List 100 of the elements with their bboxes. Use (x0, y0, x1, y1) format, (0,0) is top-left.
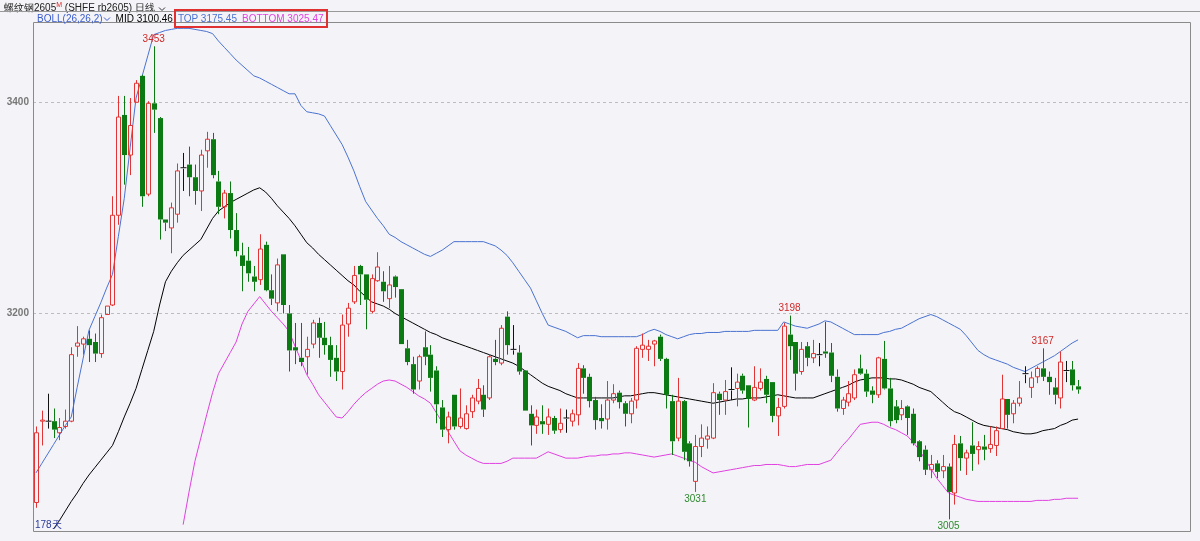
candlestick (505, 310, 510, 356)
candlestick (1063, 360, 1070, 383)
candlestick (1047, 371, 1052, 396)
text: BOTTOM 3025.47 (242, 13, 324, 24)
candlestick (163, 219, 168, 232)
candlestick (670, 394, 675, 456)
candlestick (352, 265, 357, 305)
candlestick (558, 408, 563, 434)
candlestick (1058, 350, 1063, 409)
candlestick (364, 274, 369, 330)
candlestick (305, 336, 310, 376)
candlestick (180, 152, 187, 192)
candlestick (816, 342, 823, 367)
candlestick (193, 164, 198, 206)
candlestick (805, 341, 810, 367)
candlestick (623, 400, 628, 427)
candlestick (199, 149, 204, 212)
candlestick (658, 334, 663, 362)
candlestick (40, 410, 45, 446)
candlestick (234, 212, 239, 257)
candlestick (205, 131, 210, 169)
candlestick (941, 454, 946, 479)
candlestick (52, 408, 57, 439)
candlestick (158, 118, 163, 241)
candlestick (252, 265, 257, 292)
candlestick (958, 435, 963, 472)
candlestick (952, 434, 957, 506)
candlestick (728, 366, 735, 401)
annotation: 3453 (142, 33, 166, 45)
annotation: 3167 (1031, 335, 1055, 347)
annotation: 3005 (937, 520, 961, 532)
candlestick (617, 390, 622, 409)
candlestick (216, 170, 221, 215)
candlestick (387, 265, 392, 309)
candlestick (493, 339, 498, 366)
candlestick (122, 95, 127, 186)
candlestick (947, 462, 952, 520)
candlestick (269, 273, 274, 306)
candlestick (152, 45, 157, 134)
candlestick (835, 368, 840, 413)
candlestick (452, 394, 457, 431)
candlestick (929, 454, 934, 479)
candlestick (1076, 379, 1081, 395)
candlestick (1053, 377, 1058, 405)
candlestick (264, 241, 269, 291)
candlestick (57, 417, 62, 441)
candlestick (358, 265, 363, 306)
candlestick (510, 324, 517, 356)
candlestick (128, 97, 133, 176)
candlestick (1022, 365, 1029, 384)
candlestick (552, 415, 557, 435)
candlestick (228, 180, 233, 239)
candlestick (982, 434, 987, 461)
candlestick (964, 449, 969, 476)
candlestick (970, 421, 975, 472)
candlestick (140, 75, 145, 208)
candlestick (799, 341, 804, 376)
candlestick (211, 132, 216, 179)
candlestick (935, 459, 940, 479)
candlestick (281, 254, 286, 314)
candlestick (1005, 399, 1010, 430)
candlestick (676, 377, 681, 442)
candlestick (34, 425, 39, 509)
annotation: 3198 (778, 302, 802, 314)
series-label: TOP 3175.45 (177, 13, 237, 24)
candlestick (299, 322, 304, 367)
legend-title: BOLL(26,26,2) (37, 13, 103, 24)
candlestick (411, 356, 416, 395)
candlestick (393, 276, 398, 299)
candlestick (1000, 374, 1005, 430)
candlestick (1070, 360, 1075, 392)
candlestick (317, 317, 322, 359)
candlestick (134, 79, 139, 103)
candlestick (405, 339, 410, 366)
y-tick-label: 3400 (6, 96, 30, 108)
text: MID 3100.46 (115, 13, 173, 24)
candlestick (717, 391, 722, 416)
candlestick (529, 404, 534, 446)
candlestick (882, 340, 887, 389)
candlestick (446, 411, 451, 444)
candlestick (723, 379, 728, 416)
candlestick (381, 270, 386, 303)
candlestick (540, 404, 545, 435)
y-tick-label: 3200 (6, 307, 30, 319)
candlestick (976, 440, 981, 465)
candlestick (858, 354, 863, 374)
candlestick (45, 393, 52, 430)
candlestick (481, 384, 486, 418)
candlestick (258, 233, 263, 286)
candlestick (735, 373, 740, 407)
candlestick (1041, 347, 1046, 382)
candlestick (899, 399, 904, 421)
annotation: 3031 (684, 492, 707, 504)
candlestick (664, 358, 669, 409)
candlestick (187, 146, 192, 197)
candlestick (652, 340, 657, 367)
candlestick (1035, 365, 1040, 384)
candlestick (322, 321, 327, 356)
candlestick (776, 397, 781, 437)
candlestick (440, 399, 445, 438)
